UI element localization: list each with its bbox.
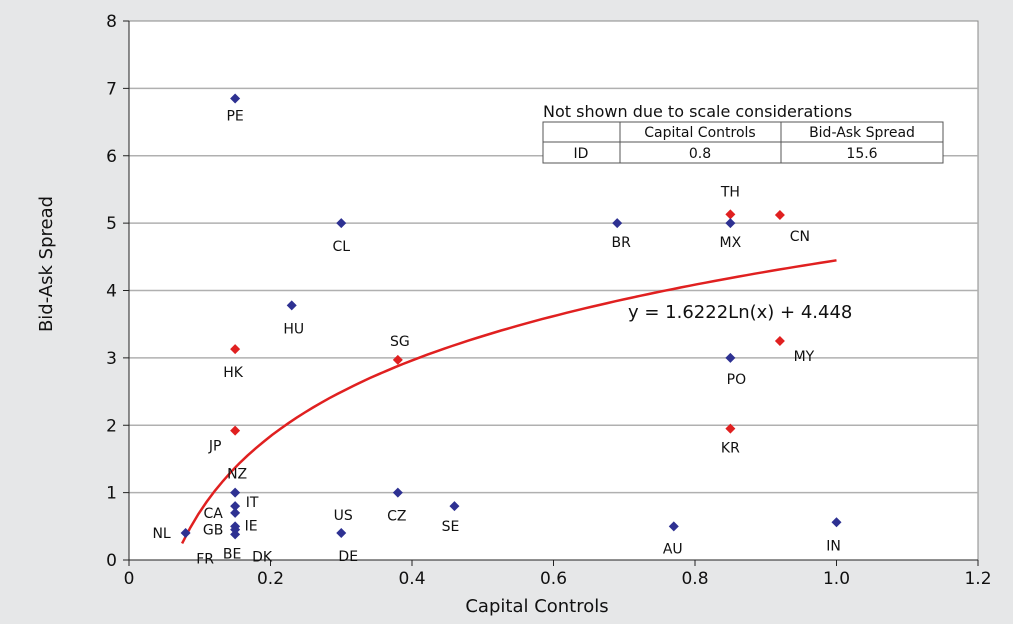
point-label-kr: KR: [721, 441, 740, 457]
point-label-th: TH: [720, 184, 740, 200]
point-label-mx: MX: [720, 235, 742, 251]
data-point-cz: [392, 487, 403, 498]
y-tick-label: 3: [106, 349, 117, 369]
x-tick-label: 0.6: [540, 569, 567, 589]
x-axis-title: Capital Controls: [465, 596, 608, 617]
point-label-fr: FR: [196, 551, 214, 567]
x-tick-label: 0.8: [681, 569, 708, 589]
data-point-pe: [230, 93, 241, 104]
inset-table-cell: ID: [574, 146, 589, 162]
point-label-nl: NL: [152, 526, 170, 542]
point-label-in: IN: [826, 538, 841, 554]
inset-table-header: Capital Controls: [644, 125, 755, 141]
point-label-ie: IE: [245, 518, 258, 534]
point-label-cn: CN: [790, 229, 810, 245]
y-tick-label: 2: [106, 416, 117, 436]
point-label-po: PO: [727, 372, 746, 388]
y-tick-label: 7: [106, 79, 117, 99]
data-point-us: [336, 528, 347, 539]
data-point-be: [230, 529, 241, 540]
data-point-my: [774, 336, 785, 347]
data-point-nl: [180, 528, 191, 539]
inset-table-cell: 0.8: [689, 146, 711, 162]
data-point-se: [449, 501, 460, 512]
x-tick-label: 0.2: [257, 569, 284, 589]
y-tick-label: 6: [106, 147, 117, 167]
x-tick-label: 0: [124, 569, 135, 589]
point-labels-group: PE CL BR TH MX CN HU HK SG PO MY JP KR NZ CZ IT CA SE IE GB…: [152, 108, 840, 567]
point-label-cz: CZ: [387, 509, 406, 525]
point-label-dk: DK: [252, 549, 273, 565]
point-label-nz: NZ: [227, 467, 247, 483]
data-point-hu: [286, 300, 297, 311]
point-label-gb: GB: [203, 523, 223, 539]
data-point-it: [230, 501, 241, 512]
point-label-my: MY: [794, 349, 815, 365]
y-axis-title: Bid-Ask Spread: [36, 196, 57, 332]
data-point-hk: [230, 344, 241, 355]
data-point-th: [725, 209, 736, 220]
data-point-au: [668, 521, 679, 532]
y-tick-label: 1: [106, 484, 117, 504]
point-label-au: AU: [663, 541, 683, 557]
points-group: [180, 93, 842, 540]
point-label-be: BE: [223, 546, 241, 562]
point-label-hu: HU: [283, 321, 304, 337]
data-point-in: [831, 517, 842, 528]
data-point-jp: [230, 425, 241, 436]
trendline-equation: y = 1.6222Ln(x) + 4.448: [628, 302, 852, 323]
x-tick-label: 1.0: [823, 569, 850, 589]
data-point-ca: [230, 507, 241, 518]
axes: 0 1 2 3 4 5 6 7 8 0 0.2 0.4 0.6 0.8 1.0 1.2: [106, 12, 991, 589]
x-tick-label: 1.2: [964, 569, 991, 589]
point-label-hk: HK: [223, 365, 244, 381]
y-tick-label: 8: [106, 12, 117, 32]
point-label-se: SE: [442, 519, 460, 535]
point-label-pe: PE: [226, 108, 243, 124]
point-label-us: US: [334, 508, 353, 524]
y-tick-label: 4: [106, 282, 117, 302]
point-label-br: BR: [612, 235, 632, 251]
x-tick-label: 0.4: [398, 569, 425, 589]
point-label-sg: SG: [390, 334, 410, 350]
trendline-group: [180, 259, 837, 544]
data-point-po: [725, 352, 736, 363]
inset-table-header: Bid-Ask Spread: [809, 125, 915, 141]
y-tick-label: 0: [106, 551, 117, 571]
data-point-sg: [392, 354, 403, 365]
y-tick-label: 5: [106, 214, 117, 234]
inset-table-cell: 15.6: [846, 146, 877, 162]
trendline: [180, 259, 837, 544]
inset-table: Not shown due to scale considerations Ca…: [542, 102, 944, 164]
point-label-cl: CL: [332, 239, 350, 255]
data-point-cl: [336, 218, 347, 229]
point-label-jp: JP: [208, 439, 222, 455]
point-label-it: IT: [246, 495, 259, 511]
data-point-cn: [774, 210, 785, 221]
point-label-ca: CA: [203, 506, 223, 522]
inset-table-title: Not shown due to scale considerations: [543, 102, 852, 121]
data-point-nz: [230, 487, 241, 498]
point-label-de: DE: [338, 549, 358, 565]
data-point-kr: [725, 423, 736, 434]
data-point-br: [612, 218, 623, 229]
data-point-mx: [725, 218, 736, 229]
